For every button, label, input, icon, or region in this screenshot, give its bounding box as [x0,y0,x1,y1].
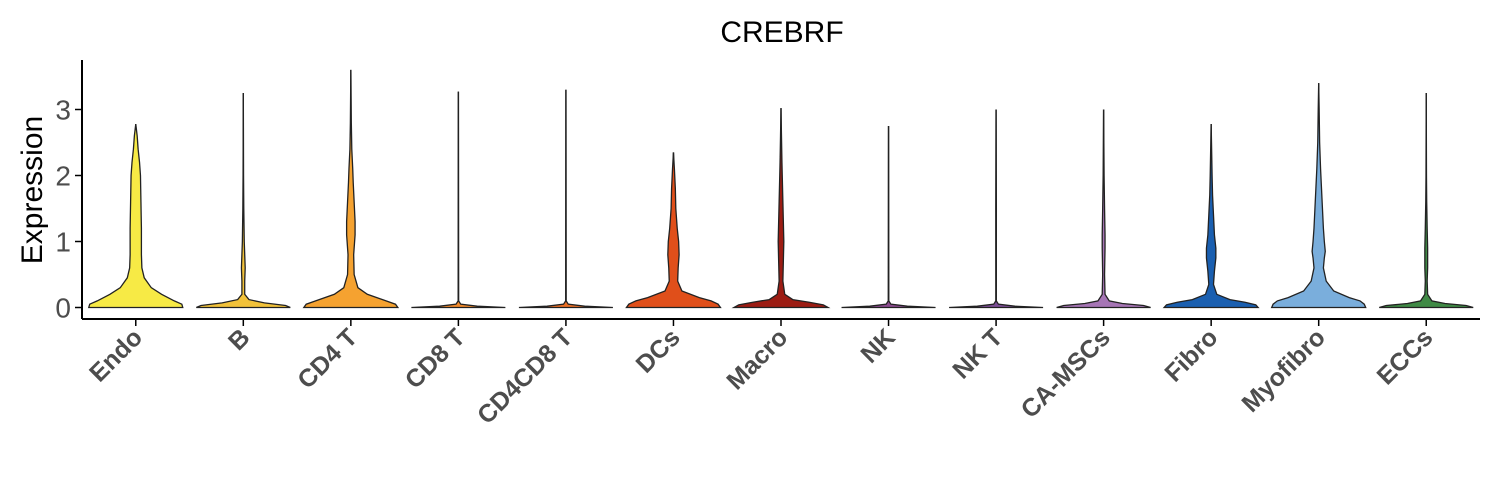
violin-body-ca-mscs [1056,109,1151,309]
x-tick-label-b: B [223,323,256,356]
violin-layer [87,69,1474,309]
violin-body-nk [841,125,936,309]
violin-cd4cd8-t [518,89,613,309]
violin-body-nk-t [949,109,1044,309]
y-tick-label: 1 [55,227,71,258]
x-tick-label-cd4-t: CD4 T [292,323,363,394]
violin-nk-t [949,109,1044,309]
violin-body-b [196,92,291,309]
violin-body-cd4cd8-t [518,89,613,309]
x-tick-label-endo: Endo [84,323,148,387]
violin-body-endo [87,123,184,309]
x-tick-label-eccs: ECCs [1372,323,1439,390]
x-axis: Endo B CD4 T CD8 T CD4CD8 T DCs Macro NK NK T CA-… [82,318,1480,430]
x-tick-label-dcs: DCs [631,323,686,378]
violin-cd8-t [411,91,506,309]
violin-body-myofibro [1270,83,1367,309]
y-tick-label: 3 [55,95,71,126]
x-tick-label-nk: NK [855,323,900,368]
violin-nk [841,125,936,309]
x-tick-label-nk-t: NK T [947,323,1008,384]
violin-body-cd8-t [411,91,506,309]
x-tick-label-myofibro: Myofibro [1237,323,1331,417]
y-tick-label: 0 [55,293,71,324]
y-axis: 0 1 2 3 [55,60,83,324]
chart-title: CREBRF [720,16,843,49]
x-tick-label-cd4cd8-t: CD4CD8 T [472,323,578,429]
x-tick-label-ca-mscs: CA-MSCs [1016,323,1116,423]
violin-body-cd4-t [302,69,400,309]
violin-body-eccs [1379,92,1474,309]
violin-ca-mscs [1056,109,1151,309]
violin-cd4-t [302,69,400,309]
violin-body-dcs [625,152,722,309]
y-tick-label: 2 [55,161,71,192]
y-axis-label: Expression [16,116,49,264]
x-tick-label-cd8-t: CD8 T [400,323,471,394]
violin-macro [731,108,831,309]
violin-myofibro [1270,83,1367,309]
violin-dcs [625,152,722,309]
violin-endo [87,123,184,309]
violin-fibro [1162,124,1260,309]
violin-body-macro [731,108,831,309]
x-tick-label-fibro: Fibro [1159,323,1223,387]
x-tick-label-macro: Macro [721,323,793,395]
violin-b [196,92,291,309]
violin-body-fibro [1162,124,1260,309]
violin-eccs [1379,92,1474,309]
